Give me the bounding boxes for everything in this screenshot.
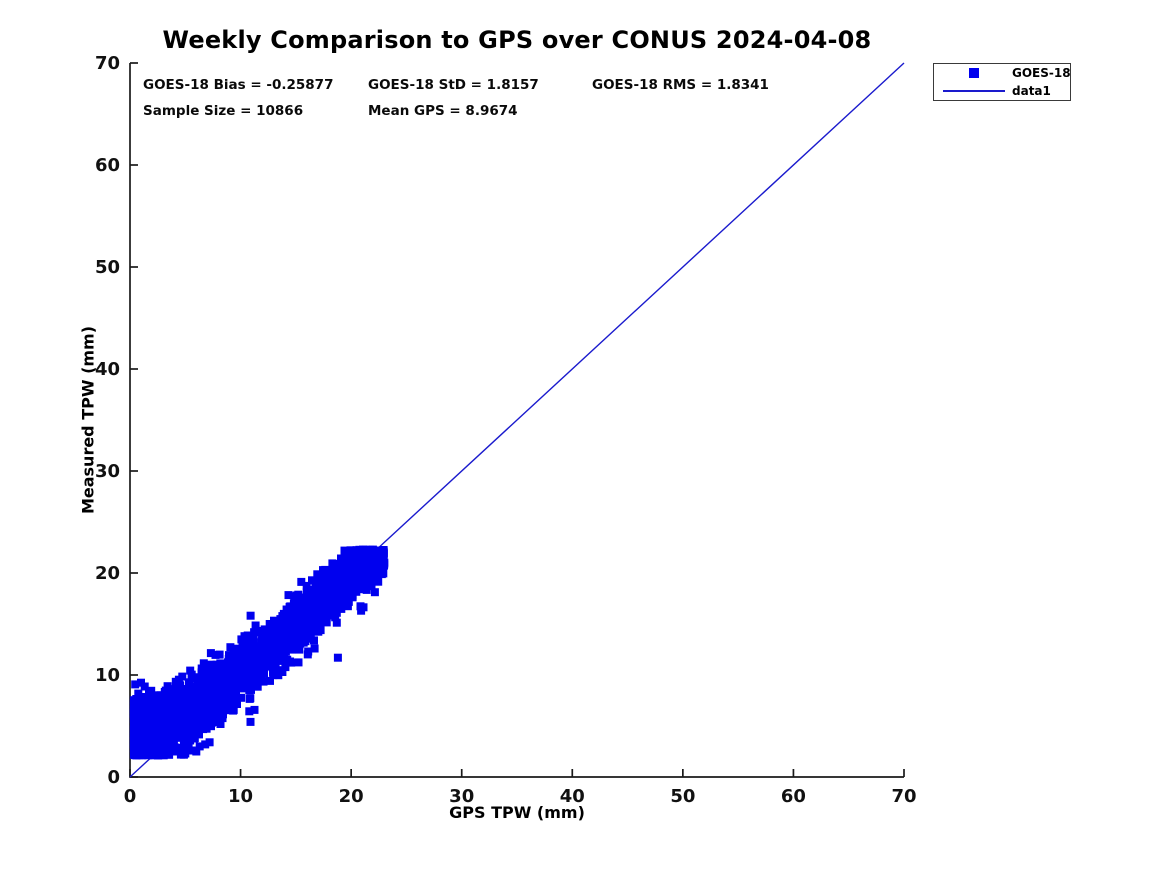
x-tick-label: 10 [228,786,253,807]
chart-title: Weekly Comparison to GPS over CONUS 2024… [162,26,872,54]
x-tick-label: 30 [449,786,474,807]
x-tick-label: 70 [891,786,916,807]
y-axis-label: Measured TPW (mm) [78,325,98,515]
legend-label-data1: data1 [1012,84,1051,98]
y-tick-label: 20 [95,563,120,584]
legend-square-marker-icon [969,68,979,78]
x-tick-label: 0 [124,786,137,807]
y-tick-label: 50 [95,257,120,278]
y-tick-label: 10 [95,665,120,686]
stat-mean-gps: Mean GPS = 8.9674 [368,103,518,119]
y-tick-label: 0 [107,767,120,788]
legend-entry-data1: data1 [942,83,1070,99]
y-tick-label: 70 [95,53,120,74]
legend-entry-goes18: GOES-18 [942,65,1071,81]
stat-rms: GOES-18 RMS = 1.8341 [592,77,769,93]
stat-sample-size: Sample Size = 10866 [143,103,304,119]
x-tick-label: 60 [781,786,806,807]
stat-bias: GOES-18 Bias = -0.25877 [143,77,334,93]
stat-std: GOES-18 StD = 1.8157 [368,77,539,93]
legend: GOES-18 data1 [933,63,1071,101]
legend-label-goes18: GOES-18 [1012,66,1071,80]
y-tick-label: 40 [95,359,120,380]
x-tick-label: 50 [670,786,695,807]
scatter-points [129,545,389,760]
x-axis-label: GPS TPW (mm) [449,803,585,822]
x-tick-label: 20 [339,786,364,807]
y-tick-label: 30 [95,461,120,482]
y-tick-label: 60 [95,155,120,176]
legend-line-marker-icon [943,90,1005,92]
x-tick-label: 40 [560,786,585,807]
